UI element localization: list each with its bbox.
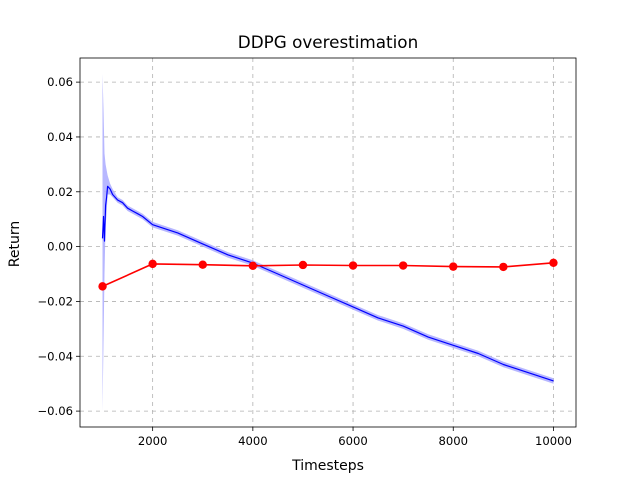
y-tick-label: 0.00 [47,240,73,254]
line-layer [101,185,554,382]
y-tick-label: 0.02 [47,185,73,199]
series-1-point [98,282,107,291]
x-tick-label: 6000 [338,434,368,448]
tick-layer: 2000 4000 6000 8000 10000 −0.06 −0.04 −0.02 0.00… [37,75,571,448]
series-1-point [348,261,358,270]
series-1-point [549,258,558,267]
y-tick-label: −0.06 [37,404,73,418]
x-tick-label: 4000 [238,434,268,448]
marker-layer [98,258,558,291]
series-1-point [148,259,157,269]
series-1-point [398,261,408,270]
series-1-line [102,262,554,288]
plot-frame [79,57,577,428]
x-tick-label: 8000 [438,434,468,448]
series-0-line [101,185,554,382]
series-1-point [298,260,308,270]
grid-layer [80,58,576,427]
y-tick-label: 0.06 [47,75,73,89]
y-axis-label: Return [7,221,23,267]
series-1-point [499,262,508,272]
x-tick-label: 10000 [535,434,572,448]
y-tick-label: 0.04 [47,130,73,144]
x-axis-label: Timesteps [291,458,364,474]
series-1-point [248,261,258,271]
y-tick-label: −0.04 [37,349,73,363]
series-1-point [198,260,207,269]
x-tick-label: 2000 [138,434,168,448]
series-1-point [449,262,458,271]
chart-title: DDPG overestimation [238,32,418,52]
y-tick-label: −0.02 [37,294,73,308]
